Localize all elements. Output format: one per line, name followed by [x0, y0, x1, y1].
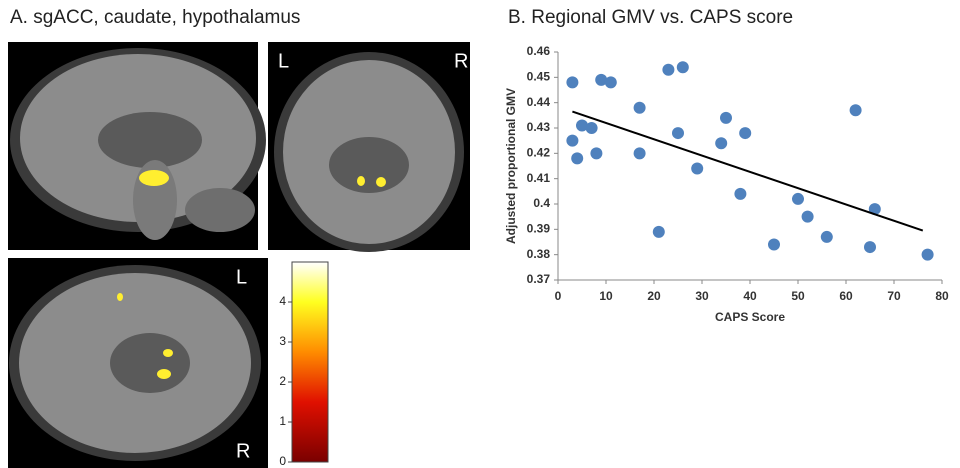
y-tick-label: 0.37: [527, 272, 551, 286]
x-tick-label: 30: [695, 289, 709, 303]
colorbar-tick-label: 3: [279, 334, 286, 348]
colorbar-tick-label: 0: [279, 454, 286, 468]
colorbar-tick-label: 2: [279, 374, 286, 388]
point: [672, 127, 684, 139]
y-tick-label: 0.45: [527, 70, 551, 84]
side-label: L: [236, 266, 247, 288]
y-tick-label: 0.46: [527, 44, 551, 58]
point: [691, 163, 703, 175]
point: [802, 211, 814, 223]
side-label: R: [236, 440, 250, 462]
y-tick-label: 0.44: [527, 95, 551, 109]
point: [792, 193, 804, 205]
figure: A. sgACC, caudate, hypothalamus B. Regio…: [0, 0, 960, 468]
point: [768, 239, 780, 251]
point: [720, 112, 732, 124]
point: [653, 226, 665, 238]
x-tick-label: 80: [935, 289, 949, 303]
y-tick-label: 0.38: [527, 247, 551, 261]
colorbar-tick-label: 1: [279, 414, 286, 428]
side-label: R: [454, 50, 468, 72]
point: [590, 147, 602, 159]
x-tick-label: 50: [791, 289, 805, 303]
point: [634, 102, 646, 114]
point: [734, 188, 746, 200]
panel-b-title: B. Regional GMV vs. CAPS score: [508, 7, 793, 28]
colorbar-tick-label: 4: [279, 294, 286, 308]
point: [922, 249, 934, 261]
x-tick-label: 0: [555, 289, 562, 303]
point: [821, 231, 833, 243]
x-tick-label: 20: [647, 289, 661, 303]
y-tick-label: 0.41: [527, 171, 551, 185]
point: [586, 122, 598, 134]
point: [566, 135, 578, 147]
point: [571, 152, 583, 164]
point: [739, 127, 751, 139]
x-tick-label: 10: [599, 289, 613, 303]
y-tick-label: 0.42: [527, 146, 551, 160]
y-tick-label: 0.39: [527, 222, 551, 236]
point: [662, 64, 674, 76]
x-tick-label: 40: [743, 289, 757, 303]
y-tick-label: 0.43: [527, 120, 551, 134]
sagittal-image: [8, 42, 266, 250]
point: [715, 137, 727, 149]
x-axis-label: CAPS Score: [715, 310, 785, 324]
point: [677, 61, 689, 73]
x-tick-label: 60: [839, 289, 853, 303]
y-axis-label: Adjusted proportional GMV: [504, 88, 518, 244]
point: [634, 147, 646, 159]
panel-a-title: A. sgACC, caudate, hypothalamus: [10, 7, 300, 28]
x-tick-label: 70: [887, 289, 901, 303]
point: [864, 241, 876, 253]
y-tick-label: 0.4: [533, 196, 550, 210]
point: [566, 76, 578, 88]
coronal-image: [268, 42, 470, 252]
side-label: L: [278, 50, 289, 72]
axial-image: [8, 258, 268, 468]
point: [605, 76, 617, 88]
colorbar: [292, 262, 328, 462]
point: [850, 104, 862, 116]
